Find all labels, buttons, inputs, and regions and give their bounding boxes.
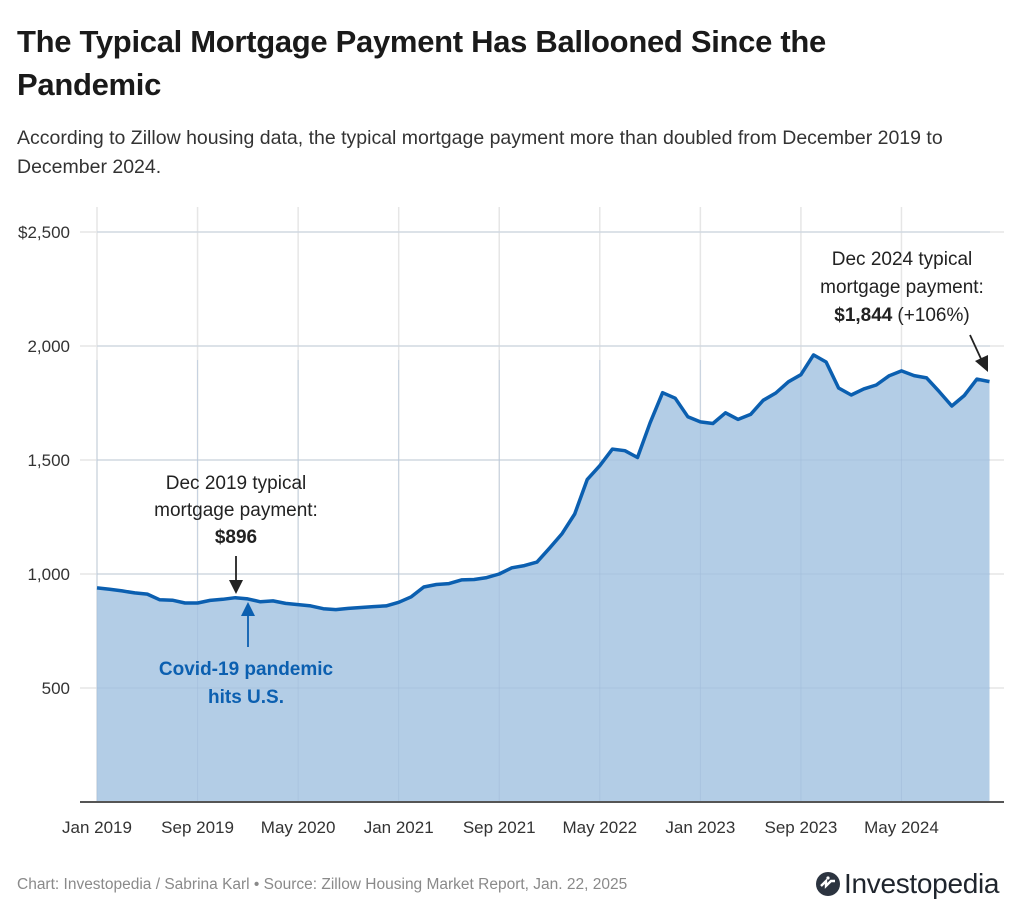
y-axis-ticks: 500 1,000 1,500 2,000 $2,500 — [18, 223, 70, 698]
x-tick-label: May 2024 — [864, 818, 939, 837]
annotation-dec-2024: Dec 2024 typical mortgage payment: $1,84… — [820, 249, 988, 372]
investopedia-logo-text: Investopedia — [844, 868, 1000, 899]
arrow-head-icon — [229, 580, 243, 594]
x-tick-label: Jan 2019 — [62, 818, 132, 837]
annotation-text: Covid-19 pandemic — [159, 659, 334, 680]
x-tick-label: Jan 2023 — [665, 818, 735, 837]
gridlines-overlay — [96, 231, 990, 802]
x-tick-label: May 2020 — [261, 818, 336, 837]
annotation-dec-2019: Dec 2019 typical mortgage payment: $896 — [154, 473, 318, 594]
y-tick-label: 2,000 — [27, 337, 70, 356]
investopedia-logo-icon — [816, 872, 840, 896]
chart-title: The Typical Mortgage Payment Has Balloon… — [17, 24, 826, 102]
x-tick-label: Sep 2019 — [161, 818, 234, 837]
x-tick-label: Jan 2021 — [364, 818, 434, 837]
data-line — [96, 353, 990, 612]
arrow-head-icon — [241, 602, 255, 616]
arrow-diagonal-icon — [969, 334, 983, 362]
y-tick-label: 1,000 — [27, 565, 70, 584]
annotation-text: Dec 2019 typical — [166, 473, 306, 494]
x-tick-label: Sep 2021 — [463, 818, 536, 837]
annotation-change: (+106%) — [897, 305, 969, 326]
investopedia-logo: Investopedia — [816, 868, 999, 900]
y-tick-label: $2,500 — [18, 223, 70, 242]
x-axis-ticks: Jan 2019 Sep 2019 May 2020 Jan 2021 Sep 2021… — [62, 818, 939, 837]
area-fill — [97, 354, 990, 802]
annotation-text: mortgage payment: — [820, 277, 984, 298]
annotation-text: hits U.S. — [208, 687, 284, 708]
annotation-covid: Covid-19 pandemic hits U.S. — [159, 602, 334, 708]
svg-text:$1,844(+106%): $1,844 (+106%) — [834, 305, 969, 326]
annotation-value: $896 — [215, 527, 257, 548]
annotation-value: $1,844 — [834, 305, 893, 326]
annotation-text: Dec 2024 typical — [832, 249, 972, 270]
source-credit: Chart: Investopedia / Sabrina Karl • Sou… — [17, 876, 628, 893]
x-tick-label: May 2022 — [562, 818, 637, 837]
y-tick-label: 1,500 — [27, 451, 70, 470]
annotation-text: mortgage payment: — [154, 500, 318, 521]
chart-subtitle: According to Zillow housing data, the ty… — [17, 127, 943, 178]
y-tick-label: 500 — [42, 679, 70, 698]
arrow-head-icon — [975, 355, 988, 372]
x-tick-label: Sep 2023 — [765, 818, 838, 837]
